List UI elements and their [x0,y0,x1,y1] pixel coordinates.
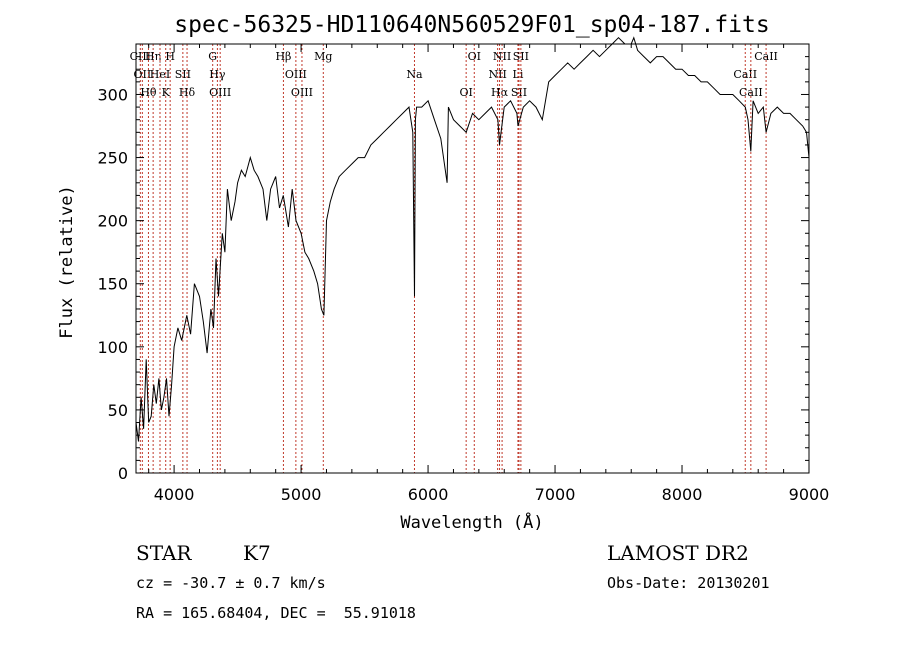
y-tick-label: 100 [97,338,128,357]
x-tick-label: 8000 [662,485,703,504]
y-axis-label: Flux (relative) [57,185,77,339]
x-axis-label: Wavelength (Å) [400,511,543,533]
y-axis-ticks: 0 50 100 150 200 250 300 [97,43,809,483]
line-marker-label: Li [513,68,524,81]
redshift-label: cz = -30.7 ± 0.7 km/s [136,574,326,592]
object-subclass: K7 [243,541,271,565]
x-tick-label: 4000 [154,485,195,504]
y-tick-label: 150 [97,275,128,294]
x-axis-ticks: 4000 5000 6000 7000 8000 9000 [148,44,830,504]
line-marker-label: OIII [209,86,231,99]
coordinates-label: RA = 165.68404, DEC = 55.91018 [136,604,416,622]
line-marker-label: OII [133,68,151,81]
y-tick-label: 250 [97,149,128,168]
line-marker-label: CaII [754,50,778,63]
obs-date-label: Obs-Date: 20130201 [607,574,770,592]
line-marker-layer: CIIIOIIHθHηHeIKHSIIHδGHγOIIIHβOIIIOIIIMg… [130,44,778,473]
line-marker-label: OI [468,50,481,63]
survey-label: LAMOST DR2 [607,541,749,565]
series-layer [135,36,810,442]
line-marker-label: CIII [130,50,151,63]
line-marker-label: OIII [285,68,307,81]
line-marker-label: NII [493,50,511,63]
x-tick-label: 7000 [535,485,576,504]
spectrum-line-0 [135,36,810,442]
line-marker-label: HeI [150,68,170,81]
y-tick-label: 50 [108,401,128,420]
plot-frame [135,43,810,474]
line-marker-label: Hθ [140,86,157,99]
line-marker-label: OI [459,86,472,99]
x-tick-label: 5000 [281,485,322,504]
line-marker-label: Mg [314,50,332,63]
y-tick-label: 0 [118,464,128,483]
line-marker-label: Hα [491,86,509,99]
line-marker-label: Hδ [179,86,196,99]
chart-title: spec-56325-HD110640N560529F01_sp04-187.f… [174,12,769,38]
line-marker-label: Hγ [209,68,226,81]
line-marker-label: CaII [739,86,763,99]
line-marker-label: OIII [291,86,313,99]
line-marker-label: SII [511,86,527,99]
line-marker-label: NII [488,68,506,81]
line-marker-label: Na [406,68,423,81]
object-class: STAR [136,541,192,565]
line-marker-label: SII [513,50,529,63]
line-marker-label: SII [175,68,191,81]
y-tick-label: 200 [97,212,128,231]
line-marker-label: H [165,50,175,63]
x-tick-label: 9000 [789,485,830,504]
line-marker-label: Hβ [275,50,291,63]
line-marker-label: K [162,86,171,99]
y-tick-label: 300 [97,85,128,104]
x-tick-label: 6000 [408,485,449,504]
line-marker-label: CaII [733,68,757,81]
line-marker-label: G [208,50,217,63]
line-marker-label: Hη [145,50,161,63]
